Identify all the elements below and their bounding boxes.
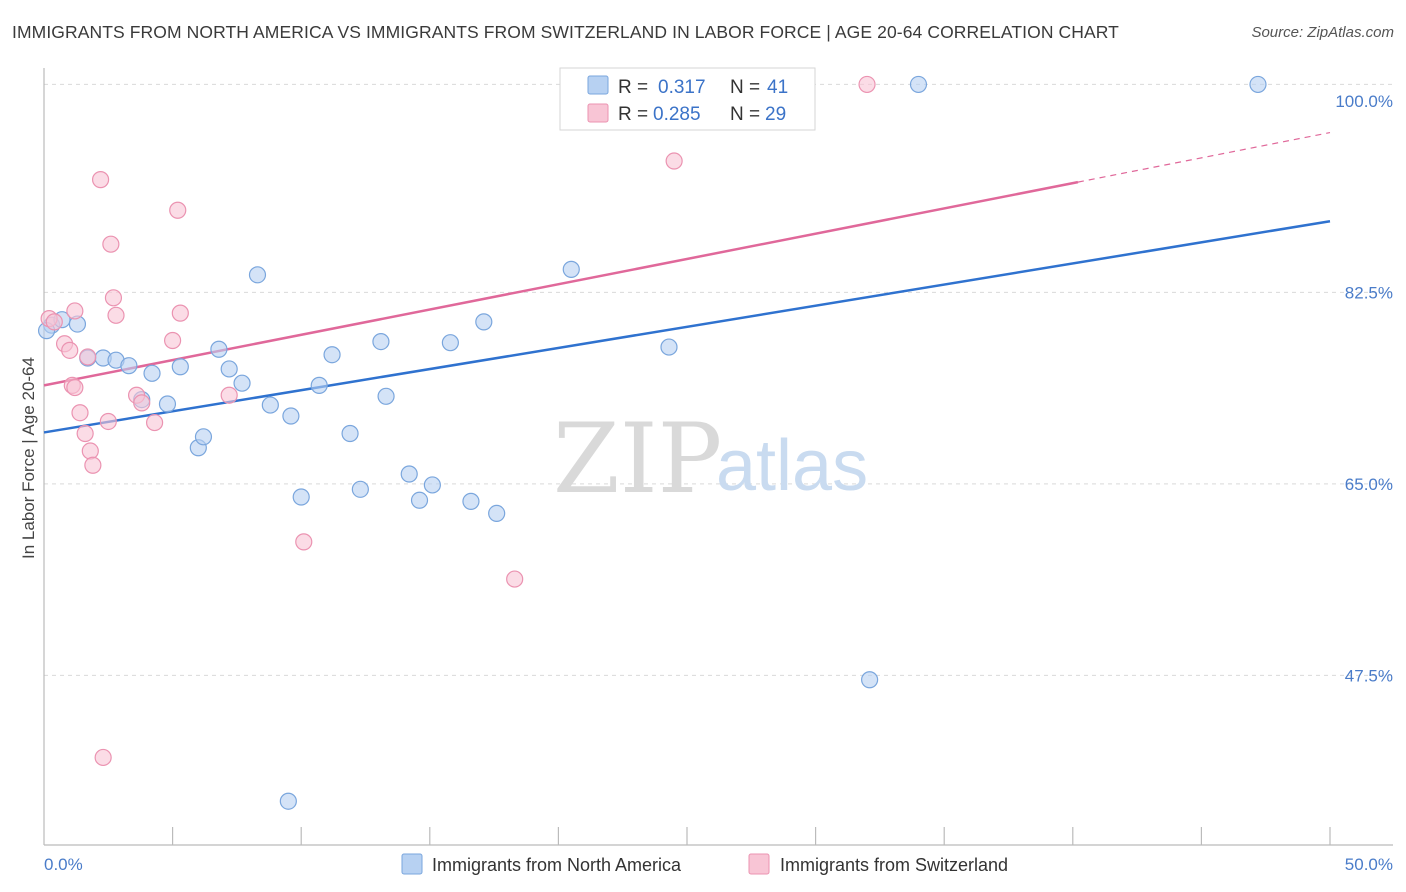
point-blue-27 [400, 465, 418, 483]
x-ticks [172, 827, 1331, 845]
legend: R = 0.317 N = 41 R = 0.285 N = 29 [559, 67, 816, 131]
chart-title: IMMIGRANTS FROM NORTH AMERICA VS IMMIGRA… [12, 22, 1119, 42]
legend-n-label-1: N = [730, 77, 760, 98]
point-blue-33 [488, 504, 506, 523]
point-pink-7 [71, 404, 89, 422]
point-blue-8 [143, 364, 161, 382]
point-blue-31 [462, 492, 480, 510]
point-pink-11 [84, 456, 102, 474]
point-pink-8 [76, 424, 94, 443]
point-blue-18 [279, 792, 297, 810]
point-blue-17 [261, 396, 279, 414]
bottom-legend-swatch-switzerland [748, 853, 770, 875]
trend-line-blue [43, 219, 1331, 434]
trend-line-pink [43, 180, 1079, 387]
point-blue-21 [310, 376, 328, 394]
point-pink-19 [133, 394, 151, 412]
x-tick-label-1: 50.0% [1345, 855, 1393, 874]
point-blue-37 [861, 671, 879, 689]
point-blue-12 [194, 428, 213, 446]
point-pink-25 [295, 533, 313, 551]
point-blue-9 [158, 395, 177, 413]
point-pink-23 [171, 304, 189, 322]
legend-r-label-1: R = [618, 77, 648, 98]
point-blue-32 [475, 313, 493, 331]
watermark: ZIP atlas [553, 403, 868, 515]
point-pink-1 [45, 313, 63, 331]
point-blue-19 [282, 407, 300, 425]
y-tick-label-0: 47.5% [1345, 666, 1393, 685]
point-blue-23 [341, 424, 359, 443]
point-blue-24 [351, 480, 369, 498]
legend-r-value-1: 0.317 [658, 77, 706, 98]
bottom-legend-label-switzerland: Immigrants from Switzerland [780, 855, 1008, 875]
point-pink-15 [102, 235, 120, 253]
point-pink-9 [79, 348, 97, 366]
point-pink-27 [665, 152, 683, 170]
y-tick-label-3: 100.0% [1335, 92, 1393, 111]
data-points [37, 75, 1267, 810]
point-pink-13 [94, 748, 112, 767]
point-blue-10 [171, 358, 189, 376]
point-pink-14 [99, 412, 117, 431]
point-blue-29 [423, 476, 441, 494]
point-blue-16 [248, 266, 267, 284]
point-blue-26 [377, 387, 395, 405]
legend-n-value-2: 29 [765, 104, 786, 125]
legend-r-value-2: 0.285 [653, 104, 701, 125]
point-pink-6 [66, 302, 84, 320]
point-blue-15 [233, 374, 251, 392]
bottom-legend-label-north-america: Immigrants from North America [432, 855, 682, 875]
x-tick-labels: 0.0% 50.0% [44, 855, 1393, 874]
trend-line-pink-extension [1077, 131, 1331, 183]
y-tick-label-1: 65.0% [1345, 475, 1393, 494]
point-pink-16 [104, 289, 123, 307]
bottom-legend-swatch-north-america [401, 853, 423, 875]
watermark-atlas: atlas [716, 426, 868, 506]
legend-swatch-north-america [587, 75, 609, 95]
point-blue-20 [292, 488, 310, 506]
y-axis-title: In Labor Force | Age 20-64 [19, 357, 38, 559]
watermark-zip: ZIP [553, 403, 722, 515]
point-blue-6 [120, 357, 138, 375]
y-tick-label-2: 82.5% [1345, 283, 1393, 302]
point-blue-25 [372, 332, 390, 351]
chart-source: Source: ZipAtlas.com [1251, 24, 1394, 41]
point-pink-5 [66, 378, 84, 397]
legend-r-label-2: R = [618, 104, 648, 125]
point-pink-10 [81, 442, 99, 460]
axes [43, 68, 1393, 846]
point-blue-30 [441, 334, 459, 352]
point-pink-22 [169, 201, 187, 219]
point-blue-22 [323, 346, 341, 364]
point-blue-14 [220, 360, 238, 378]
legend-swatch-switzerland [587, 103, 609, 123]
point-pink-17 [107, 306, 125, 324]
point-blue-38 [909, 75, 928, 94]
x-tick-label-0: 0.0% [44, 855, 83, 874]
point-blue-28 [410, 491, 429, 509]
bottom-legend: Immigrants from North America Immigrants… [401, 853, 1008, 875]
point-pink-21 [164, 331, 182, 350]
point-blue-34 [562, 260, 580, 278]
point-pink-12 [91, 171, 110, 189]
point-pink-24 [220, 386, 238, 404]
point-pink-3 [61, 341, 79, 359]
legend-n-label-2: N = [730, 104, 760, 125]
point-pink-28 [858, 75, 876, 94]
point-blue-13 [210, 340, 228, 358]
legend-n-value-1: 41 [767, 77, 788, 98]
y-tick-labels: 47.5% 65.0% 82.5% 100.0% [1335, 92, 1393, 686]
point-pink-20 [145, 413, 164, 432]
point-blue-35 [660, 338, 678, 356]
point-blue-39 [1249, 75, 1267, 94]
point-pink-26 [506, 570, 524, 588]
